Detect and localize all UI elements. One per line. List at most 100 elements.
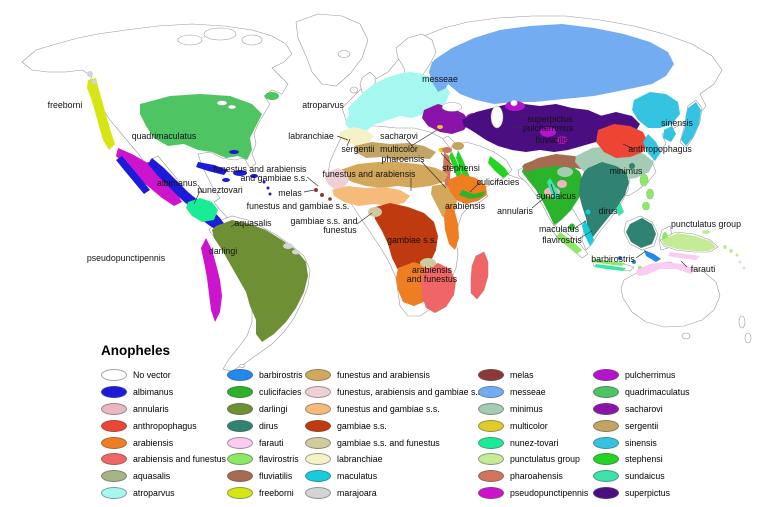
map-label-arabiensis: arabiensis bbox=[445, 201, 486, 211]
region-atroparvus-iberia bbox=[345, 112, 372, 133]
map-label-atroparvus: atroparvus bbox=[302, 100, 344, 110]
map-label-culicifacies: culicifacies bbox=[477, 177, 520, 187]
region-barbirostris bbox=[618, 256, 622, 260]
greenland bbox=[295, 13, 369, 87]
region-albimanus bbox=[262, 180, 266, 184]
map-label-sergentii: sergentii bbox=[341, 144, 374, 154]
region-sundaicus-burma bbox=[547, 178, 560, 200]
region-marajoara bbox=[292, 249, 300, 255]
map-labels: freeborni quadrimaculatus atroparvus messea… bbox=[48, 74, 741, 284]
region-marajoara bbox=[283, 243, 293, 249]
gray-patch bbox=[87, 71, 93, 77]
region-sacharovi bbox=[422, 104, 470, 134]
map-label-pharoensis: pharoensis bbox=[381, 154, 425, 164]
region-funestus-arabiensis-sahel bbox=[340, 162, 448, 188]
map-label-darlingi: darlingi bbox=[209, 246, 237, 256]
region-farauti bbox=[742, 266, 746, 270]
region-sergentii-levant bbox=[452, 142, 464, 150]
region-gambiae-funestus bbox=[368, 207, 382, 217]
map-label-funestus-and-gambiae-s-s-: funestus and gambiae s.s. bbox=[247, 201, 350, 211]
region-albimanus bbox=[266, 186, 270, 190]
region-flavirostris-java bbox=[592, 259, 625, 266]
map-label-gambiae-s-s-and: gambiae s.s. and bbox=[291, 216, 358, 226]
map-label-anthropophagus: anthropophagus bbox=[628, 144, 692, 154]
region-farauti bbox=[738, 260, 742, 264]
region-atroparvus bbox=[348, 72, 450, 128]
map-label-dirus: dirus bbox=[598, 206, 618, 216]
region-multicolor bbox=[437, 125, 443, 129]
region-freeborni bbox=[87, 78, 115, 150]
region-pharoahensis-delta bbox=[442, 147, 452, 153]
ireland bbox=[350, 86, 358, 94]
map-label-annularis: annularis bbox=[497, 206, 533, 216]
region-dirus-borneo bbox=[626, 218, 656, 248]
map-label-superpictus: superpictus bbox=[528, 114, 574, 124]
region-melas bbox=[328, 197, 332, 201]
region-melas bbox=[320, 193, 324, 197]
region-sinensis-coast bbox=[643, 134, 661, 161]
iceland bbox=[337, 50, 351, 58]
region-pulcherrimus bbox=[556, 136, 568, 144]
gray-patch bbox=[91, 79, 97, 85]
great-lake bbox=[227, 104, 237, 110]
region-sinensis-ne bbox=[632, 92, 680, 128]
region-pseudopunctipennis-andes bbox=[201, 238, 222, 322]
region-punctulatus bbox=[723, 245, 727, 249]
region-barbirostris bbox=[632, 260, 636, 264]
region-dirus bbox=[579, 162, 629, 237]
map-label-gambiae-s-s-: gambiae s.s. bbox=[387, 235, 437, 245]
map-label-funestus-and-arabiensis: funestus and arabiensis bbox=[214, 164, 308, 174]
region-arabiensis-funestus bbox=[421, 263, 456, 313]
aral-sea bbox=[510, 99, 518, 107]
region-freeborni bbox=[102, 132, 112, 140]
region-funestus-arabiensis-gambiae bbox=[325, 168, 349, 190]
region-arabiensis-funestus-madagascar bbox=[471, 252, 488, 299]
region-messeae bbox=[434, 24, 674, 104]
map-label-and-gambiae-s-s-: and gambiae s.s. bbox=[241, 173, 308, 183]
region-darlingi bbox=[212, 220, 308, 342]
arctic-island bbox=[241, 34, 263, 46]
region-minimus-assam bbox=[557, 167, 573, 177]
region-flavirostris-philippines bbox=[646, 189, 654, 199]
map-label-messeae: messeae bbox=[422, 74, 458, 84]
region-albimanus bbox=[116, 156, 150, 194]
map-label-punctulatus-group: punctulatus group bbox=[671, 219, 741, 229]
map-label-aquasalis: aquasalis bbox=[234, 218, 272, 228]
map-label-maculatus: maculatus bbox=[539, 224, 580, 234]
region-farauti-newguinea bbox=[668, 252, 700, 260]
region-punctulatus bbox=[735, 253, 739, 257]
map-label-sacharovi: sacharovi bbox=[380, 131, 418, 141]
region-flavirostris-philippines bbox=[640, 174, 648, 186]
map-label-nuneztovari: nuneztovari bbox=[197, 185, 243, 195]
arctic-island bbox=[203, 27, 237, 41]
new-zealand-north bbox=[738, 315, 746, 329]
map-label-pulcherrimus: pulcherrimus bbox=[523, 123, 574, 133]
region-gambiae bbox=[372, 203, 438, 276]
region-culicifacies-srilanka bbox=[569, 223, 575, 231]
falkland-islands bbox=[238, 364, 246, 368]
map-label-melas: melas bbox=[278, 188, 302, 198]
region-flavirostris-philippines bbox=[642, 202, 650, 210]
region-punctulatus bbox=[702, 230, 710, 234]
region-maculatus bbox=[585, 209, 591, 215]
region-culicifacies-arabia bbox=[459, 190, 486, 199]
map-label-minimus: minimus bbox=[610, 166, 643, 176]
map-label-funestus: funestus bbox=[323, 225, 357, 235]
region-pulcherrimus bbox=[540, 127, 556, 137]
map-label-quadrimaculatus: quadrimaculatus bbox=[132, 131, 197, 141]
leader-lines bbox=[193, 112, 688, 268]
region-sinensis-japan bbox=[681, 102, 701, 146]
seas bbox=[216, 99, 518, 129]
region-albimanus bbox=[222, 178, 230, 182]
region-punctulatus bbox=[662, 233, 716, 251]
region-quadrimaculatus bbox=[265, 92, 279, 100]
region-punctulatus bbox=[729, 249, 733, 253]
caspian-sea bbox=[490, 105, 504, 129]
region-annularis bbox=[557, 180, 567, 188]
map-label-funestus-and-arabiensis: funestus and arabiensis bbox=[323, 169, 417, 179]
region-messeae-finland bbox=[429, 56, 452, 92]
black-sea bbox=[441, 102, 463, 112]
region-albimanus-cuba bbox=[196, 162, 228, 175]
